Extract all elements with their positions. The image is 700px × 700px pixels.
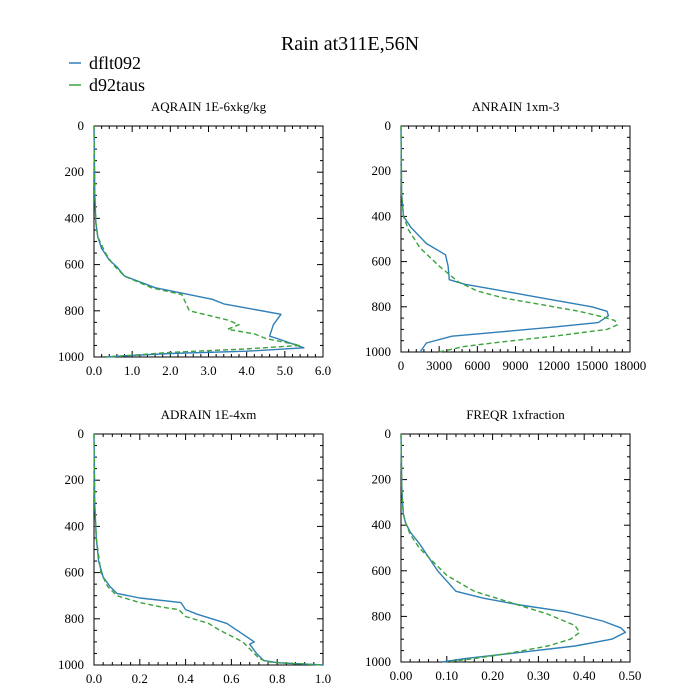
legend-label-d92taus: d92taus — [89, 75, 145, 95]
panel-2: ANRAIN 1xm-30 3000 6000 9000 12000 15000 18000… — [365, 99, 646, 373]
y-tick-label: 800 — [372, 608, 392, 623]
y-tick-label: 0 — [385, 118, 392, 133]
x-tick-label: 0.10 — [435, 668, 458, 683]
x-tick-label: 0.0 — [86, 671, 102, 686]
x-tick-label: 0.2 — [132, 671, 148, 686]
y-tick-label: 600 — [65, 257, 85, 272]
y-tick-label: 600 — [372, 563, 392, 578]
panel-title: ANRAIN 1xm-3 — [472, 99, 560, 114]
y-tick-label: 200 — [65, 164, 85, 179]
y-tick-label: 200 — [372, 163, 392, 178]
panel-title: ADRAIN 1E-4xm — [161, 407, 257, 422]
x-tick-label: 0.8 — [269, 671, 285, 686]
x-tick-label: 0.50 — [619, 668, 642, 683]
x-tick-label: 6000 — [464, 358, 490, 373]
y-tick-label: 200 — [372, 472, 392, 487]
y-tick-label: 200 — [65, 472, 85, 487]
x-tick-label: 3.0 — [200, 363, 216, 378]
x-tick-label: 1.0 — [315, 671, 331, 686]
plot-frame — [93, 125, 324, 358]
series-line-d92taus — [400, 125, 618, 353]
y-tick-label: 800 — [65, 303, 85, 318]
y-tick-label: 600 — [65, 565, 85, 580]
y-tick-label: 400 — [65, 210, 85, 225]
x-tick-label: 0 — [398, 358, 405, 373]
x-tick-label: 9000 — [503, 358, 529, 373]
y-tick-label: 0 — [78, 118, 85, 133]
x-tick-label: 2.0 — [162, 363, 178, 378]
series-line-dflt092 — [400, 125, 610, 353]
y-tick-label: 1000 — [58, 349, 84, 364]
legend-label-dflt092: dflt092 — [89, 53, 141, 73]
x-tick-label: 5.0 — [277, 363, 293, 378]
y-tick-label: 400 — [65, 518, 85, 533]
panel-1: AQRAIN 1E-6xkg/kg 0.0 1.0 2.0 3.0 4.0 5.0 6.0 0 2… — [58, 99, 331, 378]
series-line-d92taus — [93, 125, 301, 358]
series-line-d92taus — [93, 433, 324, 666]
x-tick-label: 6.0 — [315, 363, 331, 378]
y-tick-label: 600 — [372, 254, 392, 269]
figure-title: Rain at311E,56N — [281, 33, 419, 55]
y-tick-label: 400 — [372, 517, 392, 532]
x-tick-label: 0.00 — [390, 668, 413, 683]
y-tick-label: 800 — [372, 299, 392, 314]
x-tick-label: 0.40 — [573, 668, 596, 683]
series-line-d92taus — [400, 433, 581, 663]
panel-4: FREQR 1xfraction 0.00 0.10 0.20 0.30 0.40 0.50… — [365, 407, 641, 683]
y-tick-label: 1000 — [365, 344, 391, 359]
x-tick-label: 3000 — [426, 358, 452, 373]
legend: dflt092 d92taus — [69, 53, 145, 95]
series-line-dflt092 — [93, 433, 324, 666]
panel-title: AQRAIN 1E-6xkg/kg — [151, 99, 267, 114]
y-tick-label: 0 — [78, 426, 85, 441]
y-tick-label: 1000 — [365, 654, 391, 669]
x-tick-label: 0.0 — [86, 363, 102, 378]
x-tick-label: 18000 — [614, 358, 647, 373]
panel-3: ADRAIN 1E-4xm 0.0 0.2 0.4 0.6 0.8 1.0 0 200 400 60… — [58, 407, 331, 686]
x-tick-label: 4.0 — [239, 363, 255, 378]
x-tick-label: 15000 — [576, 358, 609, 373]
x-tick-label: 12000 — [537, 358, 570, 373]
x-tick-label: 0.30 — [527, 668, 550, 683]
x-tick-label: 1.0 — [124, 363, 140, 378]
y-tick-label: 0 — [385, 426, 392, 441]
x-tick-label: 0.4 — [177, 671, 194, 686]
x-tick-label: 0.6 — [223, 671, 240, 686]
y-tick-label: 800 — [65, 611, 85, 626]
plot-frame — [400, 433, 631, 663]
panel-title: FREQR 1xfraction — [466, 407, 565, 422]
series-line-dflt092 — [93, 125, 305, 358]
y-tick-label: 1000 — [58, 657, 84, 672]
series-line-dflt092 — [400, 433, 627, 663]
plot-frame — [93, 433, 324, 666]
plot-frame — [400, 125, 631, 353]
x-tick-label: 0.20 — [481, 668, 504, 683]
y-tick-label: 400 — [372, 208, 392, 223]
